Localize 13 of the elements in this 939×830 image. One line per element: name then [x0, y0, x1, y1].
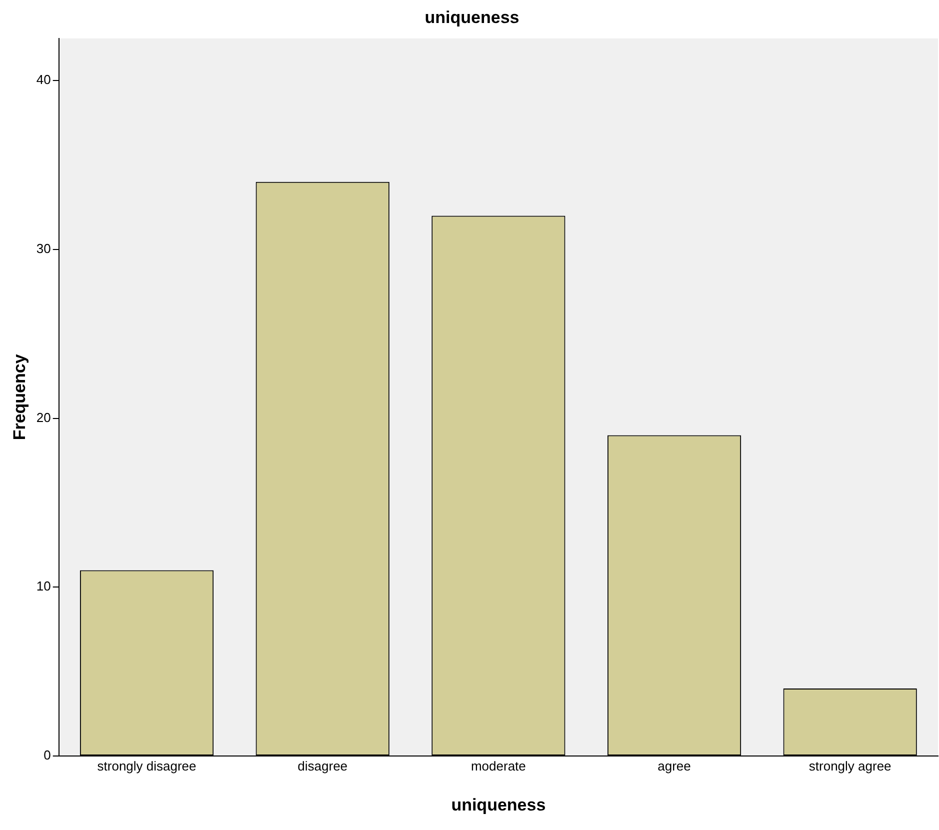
- y-axis-title: Frequency: [10, 354, 29, 440]
- x-tick-label: disagree: [298, 758, 348, 774]
- x-tick-label: strongly disagree: [97, 758, 196, 774]
- y-tick-label: 40: [36, 72, 51, 88]
- chart-title: uniqueness: [424, 8, 520, 27]
- x-tick-label: agree: [658, 758, 691, 774]
- x-axis-title: uniqueness: [451, 795, 546, 814]
- y-tick-label: 20: [36, 410, 51, 425]
- y-tick-label: 10: [36, 578, 51, 594]
- y-tick-label: 0: [44, 748, 51, 763]
- x-tick-label: moderate: [470, 758, 526, 774]
- y-tick-label: 30: [36, 241, 51, 256]
- x-tick-label: strongly agree: [808, 758, 892, 774]
